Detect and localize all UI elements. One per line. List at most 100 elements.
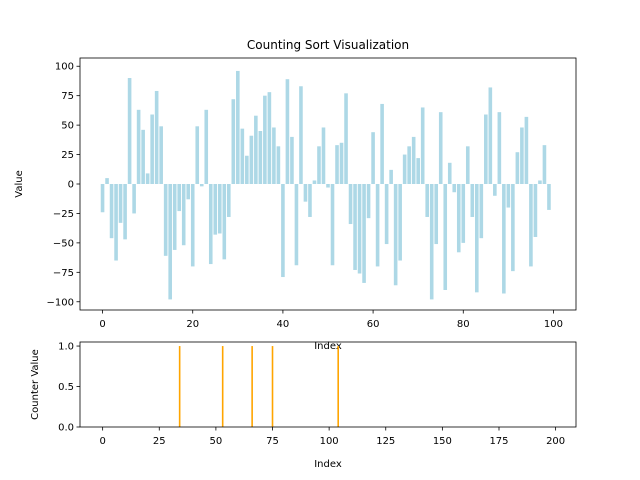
main-bar [348,184,353,225]
main-bar [105,178,109,184]
main-bar [145,173,150,184]
main-bar [294,184,299,266]
main-bar [263,95,267,184]
counter-x-tick-label: 50 [210,436,223,447]
main-bar [393,184,398,286]
main-bar [461,184,466,243]
counter-y-axis-label: Counter Value [30,349,41,420]
main-bar [227,184,231,217]
main-bar [150,114,154,184]
counter-bar [178,346,181,427]
main-ticks: 0 20 40 60 80 100 −100 −75 −50 −25 0 25 50 75 100 [47,62,563,330]
main-bar [267,92,272,184]
main-bar [380,103,384,184]
main-bar [258,131,263,184]
main-bar [529,184,533,267]
main-bar [470,184,475,217]
main-bar [132,184,136,214]
main-y-tick-label: 0 [68,180,74,191]
main-bar [240,128,245,184]
main-x-tick-label: 100 [544,319,563,330]
main-y-tick-label: −25 [53,209,74,220]
main-chart: Counting Sort Visualization 0 20 40 60 80 100… [14,38,577,352]
main-bar [475,184,479,293]
counter-x-tick-label: 75 [266,436,279,447]
main-bar [533,184,538,237]
main-bar [357,184,362,274]
main-bar [353,184,357,270]
main-bar [488,87,493,184]
main-bar [254,115,258,184]
main-bar [542,145,547,184]
main-bar [362,184,366,283]
main-bar [420,107,425,184]
main-bar [186,184,191,200]
counter-x-tick-label: 125 [376,436,395,447]
main-bar [384,184,389,245]
main-bar [416,158,420,184]
counter-bar [271,346,274,427]
main-bar [285,79,290,184]
main-bar [249,135,254,184]
main-bar [231,99,236,184]
counter-bar [221,346,224,427]
main-bar [371,132,375,184]
main-bar [402,154,407,184]
main-bar [438,112,443,184]
main-bar [479,184,484,239]
counter-x-axis-label: Index [314,459,342,470]
main-bar [326,184,330,188]
main-bar [538,180,542,184]
main-bar [290,136,294,184]
counter-x-tick-label: 150 [433,436,452,447]
main-bar [330,184,335,266]
main-x-tick-label: 80 [457,319,470,330]
main-bar [199,184,204,187]
main-bar [502,184,506,294]
main-bar [136,109,141,184]
main-bar [344,93,348,184]
main-bar [163,184,168,256]
main-bar [321,127,326,184]
main-bar [317,146,321,184]
main-bar [515,152,520,184]
main-bar [299,86,303,184]
main-bar [177,184,181,212]
main-bar [272,127,276,184]
main-bar [456,184,461,253]
main-bar [339,142,344,184]
main-bar [511,184,515,272]
main-bar [195,126,200,184]
main-bar [443,184,448,290]
main-bar [168,184,172,300]
counter-x-tick-label: 100 [320,436,339,447]
main-bar [308,184,312,217]
main-bar [375,184,380,267]
main-bar [123,184,127,240]
main-bar [222,184,227,260]
counter-plot-frame [79,341,577,428]
main-bar [524,116,529,184]
main-plot-frame [79,57,577,311]
main-bar [497,112,502,184]
counter-x-tick-label: 200 [546,436,565,447]
main-x-tick-label: 0 [99,319,105,330]
main-bar [141,129,145,184]
main-y-tick-label: −50 [53,238,74,249]
main-bar [245,155,249,184]
main-bar [312,180,317,184]
main-bar [172,184,177,250]
main-bar [118,184,123,223]
main-bar [154,90,159,184]
counter-x-tick-label: 0 [99,436,105,447]
main-bar [398,184,402,261]
main-y-axis-label: Value [14,170,25,197]
main-bar [484,114,488,184]
main-bar [389,169,393,184]
main-bar [407,146,411,184]
main-x-axis-label: Index [314,341,342,352]
counter-y-tick-label: 1.0 [58,342,74,353]
main-y-tick-label: 100 [55,62,74,73]
chart-title: Counting Sort Visualization [247,38,409,52]
main-y-tick-label: 50 [61,121,74,132]
